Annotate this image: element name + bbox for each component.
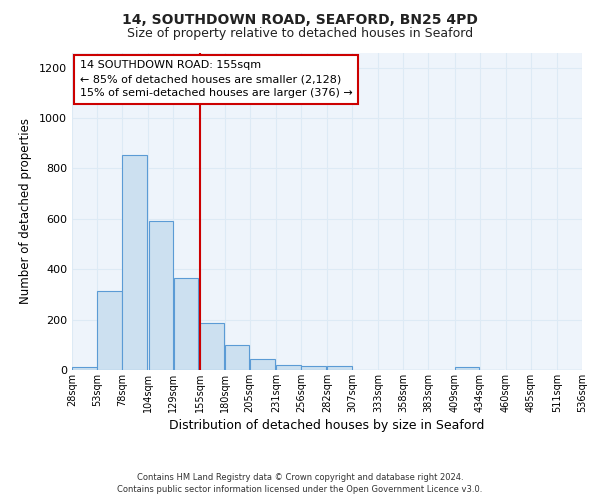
Bar: [72, 368, 97, 370]
Bar: [173, 278, 198, 370]
Text: Contains HM Land Registry data © Crown copyright and database right 2024.
Contai: Contains HM Land Registry data © Crown c…: [118, 472, 482, 494]
Bar: [455, 368, 479, 370]
Y-axis label: Number of detached properties: Number of detached properties: [19, 118, 32, 304]
Bar: [149, 222, 173, 370]
X-axis label: Distribution of detached houses by size in Seaford: Distribution of detached houses by size …: [169, 419, 485, 432]
Bar: [250, 358, 275, 370]
Text: Size of property relative to detached houses in Seaford: Size of property relative to detached ho…: [127, 28, 473, 40]
Bar: [97, 290, 122, 370]
Bar: [122, 154, 147, 370]
Bar: [200, 324, 224, 370]
Bar: [225, 345, 250, 370]
Bar: [301, 366, 326, 370]
Bar: [276, 365, 301, 370]
Bar: [327, 366, 352, 370]
Text: 14, SOUTHDOWN ROAD, SEAFORD, BN25 4PD: 14, SOUTHDOWN ROAD, SEAFORD, BN25 4PD: [122, 12, 478, 26]
Text: 14 SOUTHDOWN ROAD: 155sqm
← 85% of detached houses are smaller (2,128)
15% of se: 14 SOUTHDOWN ROAD: 155sqm ← 85% of detac…: [80, 60, 352, 98]
